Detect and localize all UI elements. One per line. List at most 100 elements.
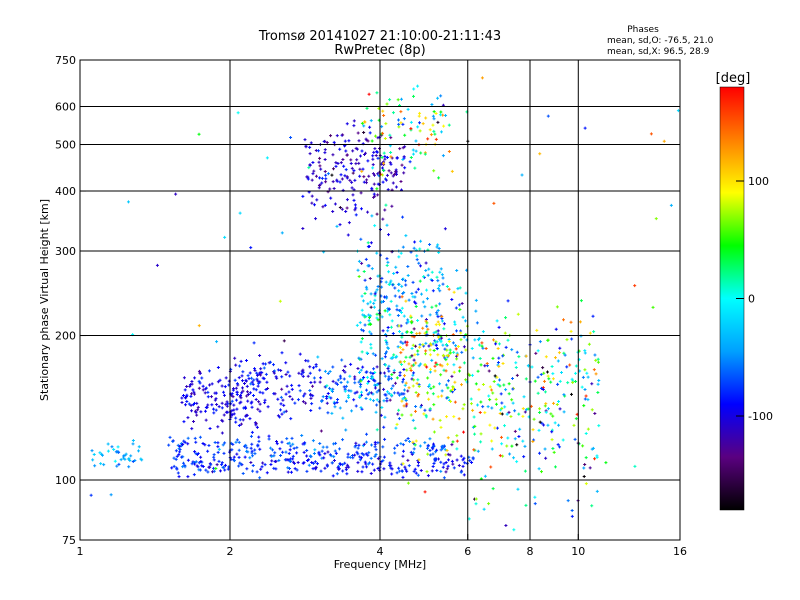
data-point [416, 125, 420, 129]
data-point [352, 169, 356, 173]
data-point [446, 464, 450, 468]
data-point [382, 161, 386, 165]
data-point [247, 377, 251, 381]
data-point [324, 180, 328, 184]
data-point [343, 139, 347, 143]
data-point [354, 441, 358, 445]
data-point [444, 358, 448, 362]
data-point [240, 386, 244, 390]
data-point [434, 330, 438, 334]
data-point [496, 347, 500, 351]
data-point [358, 167, 362, 171]
data-point [331, 474, 335, 478]
data-point [496, 360, 500, 364]
data-point [371, 166, 375, 170]
data-point [404, 467, 408, 471]
data-point [370, 214, 374, 218]
data-point [389, 299, 393, 303]
data-point [412, 327, 416, 331]
data-point [455, 439, 459, 443]
data-point [436, 120, 440, 124]
data-point [385, 350, 389, 354]
data-point [445, 353, 449, 357]
data-point [180, 455, 184, 459]
data-point [371, 392, 375, 396]
data-point [439, 130, 443, 134]
data-point [584, 456, 588, 460]
data-points [89, 76, 680, 532]
colorbar-tick-label: 0 [748, 293, 755, 306]
data-point [402, 291, 406, 295]
data-point [464, 348, 468, 352]
data-point [423, 352, 427, 356]
data-point [468, 459, 472, 463]
data-point [99, 462, 103, 466]
stats-x: mean, sd,X: 96.5, 28.9 [607, 47, 710, 57]
data-point [267, 434, 271, 438]
data-point [360, 261, 364, 265]
data-point [382, 151, 386, 155]
data-point [269, 446, 273, 450]
data-point [343, 174, 347, 178]
data-point [180, 400, 184, 404]
data-point [251, 393, 255, 397]
data-point [397, 122, 401, 126]
data-point [450, 459, 454, 463]
data-point [400, 163, 404, 167]
data-point [434, 323, 438, 327]
data-point [397, 282, 401, 286]
data-point [192, 390, 196, 394]
data-point [596, 391, 600, 395]
data-point [258, 476, 262, 480]
data-point [195, 413, 199, 417]
data-point [182, 461, 186, 465]
data-point [439, 373, 443, 377]
data-point [212, 469, 216, 473]
data-point [427, 397, 431, 401]
data-point [258, 354, 262, 358]
data-point [222, 390, 226, 394]
data-point [289, 417, 293, 421]
data-point [356, 469, 360, 473]
data-point [253, 448, 257, 452]
data-point [246, 393, 250, 397]
data-point [565, 338, 569, 342]
x-tick-label: 2 [227, 545, 234, 558]
data-point [326, 372, 330, 376]
data-point [438, 113, 442, 117]
data-point [210, 382, 214, 386]
data-point [280, 375, 284, 379]
data-point [523, 444, 527, 448]
data-point [197, 369, 201, 373]
data-point [450, 169, 454, 173]
data-point [336, 397, 340, 401]
data-point [374, 453, 378, 457]
data-point [443, 448, 447, 452]
data-point [174, 449, 178, 453]
y-tick-label: 750 [55, 54, 76, 67]
data-point [369, 391, 373, 395]
data-point [550, 430, 554, 434]
data-point [90, 449, 94, 453]
data-point [549, 380, 553, 384]
data-point [351, 193, 355, 197]
data-point [474, 502, 478, 506]
data-point [408, 355, 412, 359]
data-point [483, 474, 487, 478]
data-point [526, 407, 530, 411]
data-point [325, 396, 329, 400]
data-point [290, 383, 294, 387]
data-point [430, 305, 434, 309]
data-point [349, 362, 353, 366]
data-point [662, 139, 666, 143]
data-point [440, 444, 444, 448]
data-point [133, 459, 137, 463]
data-point [357, 139, 361, 143]
data-point [441, 282, 445, 286]
data-point [279, 368, 283, 372]
data-point [332, 187, 336, 191]
data-point [428, 449, 432, 453]
data-point [139, 457, 143, 461]
data-point [334, 161, 338, 165]
data-point [309, 392, 313, 396]
